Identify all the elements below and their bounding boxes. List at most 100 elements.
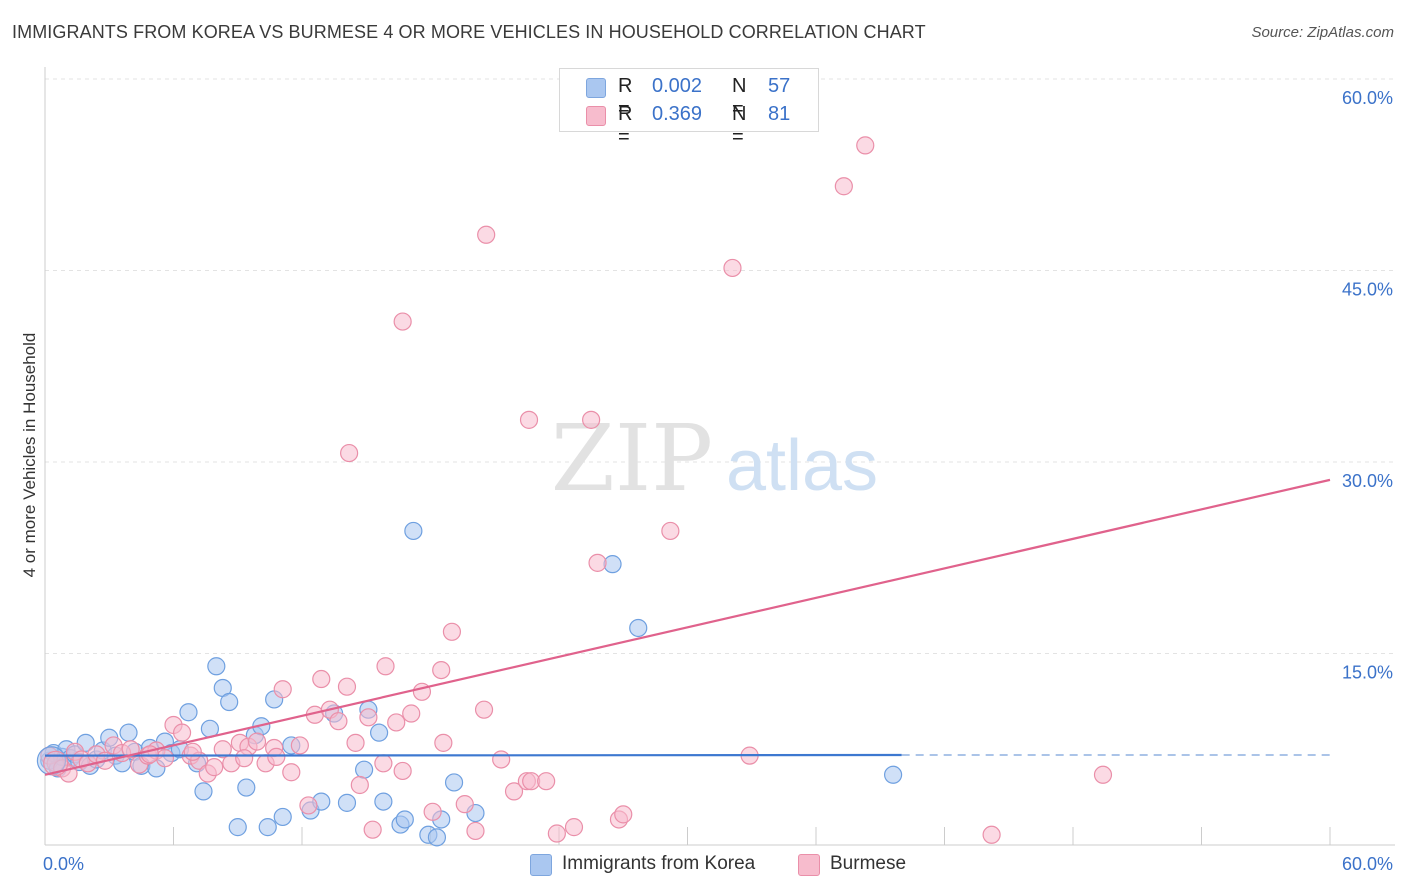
point-burmese bbox=[247, 732, 267, 751]
legend-swatch-korea bbox=[530, 854, 552, 876]
y-tick-label: 45.0% bbox=[1342, 280, 1393, 300]
tick-labels: 15.0% 30.0% 45.0% 60.0% 0.0% 60.0% bbox=[43, 88, 1393, 874]
legend-n-label: N = bbox=[732, 75, 747, 120]
watermark: ZIP atlas bbox=[551, 405, 878, 512]
chart-title: IMMIGRANTS FROM KOREA VS BURMESE 4 OR MO… bbox=[12, 22, 926, 42]
point-burmese bbox=[982, 825, 1001, 844]
point-korea bbox=[355, 760, 374, 779]
point-burmese bbox=[329, 712, 348, 731]
point-burmese bbox=[267, 747, 286, 767]
point-burmese bbox=[363, 820, 382, 839]
point-burmese bbox=[393, 761, 412, 781]
point-burmese bbox=[376, 657, 395, 676]
point-korea bbox=[228, 818, 247, 837]
point-burmese bbox=[350, 775, 369, 795]
legend-n-value: 57 bbox=[768, 75, 791, 97]
point-burmese bbox=[432, 660, 451, 680]
point-korea bbox=[207, 657, 226, 676]
point-burmese bbox=[582, 410, 601, 429]
point-korea bbox=[258, 818, 277, 837]
point-korea bbox=[194, 782, 213, 801]
y-tick-label: 30.0% bbox=[1342, 471, 1393, 491]
point-burmese bbox=[273, 680, 292, 699]
y-tick-label: 15.0% bbox=[1342, 663, 1393, 683]
point-burmese bbox=[504, 782, 524, 801]
point-korea bbox=[119, 723, 138, 742]
legend-r-value: 0.369 bbox=[652, 103, 703, 125]
y-tick-label: 60.0% bbox=[1342, 88, 1393, 108]
correlation-legend: R = 0.002 N = 57 R = 0.369 N = 81 bbox=[559, 68, 819, 148]
point-korea bbox=[404, 521, 423, 541]
point-korea bbox=[273, 807, 292, 827]
point-korea bbox=[220, 692, 239, 712]
point-burmese bbox=[235, 749, 254, 768]
point-burmese bbox=[312, 669, 331, 689]
point-burmese bbox=[474, 700, 494, 719]
point-korea bbox=[374, 792, 393, 811]
point-burmese bbox=[614, 805, 633, 824]
point-burmese bbox=[393, 312, 412, 331]
point-burmese bbox=[374, 754, 393, 773]
point-korea bbox=[603, 555, 622, 574]
point-burmese bbox=[282, 763, 301, 782]
point-burmese bbox=[213, 740, 232, 759]
point-burmese bbox=[290, 736, 309, 755]
x-tick-label: 0.0% bbox=[43, 854, 84, 874]
point-burmese bbox=[359, 708, 378, 727]
point-burmese bbox=[346, 733, 365, 752]
point-korea bbox=[370, 723, 389, 742]
point-korea bbox=[179, 703, 198, 722]
legend-swatch-burmese bbox=[586, 106, 606, 126]
legend-r-value: 0.002 bbox=[652, 75, 703, 97]
legend-swatch-korea bbox=[586, 78, 606, 98]
point-burmese bbox=[337, 677, 357, 696]
legend-swatch-burmese bbox=[798, 854, 820, 876]
point-korea bbox=[395, 810, 414, 829]
point-burmese bbox=[402, 704, 421, 723]
point-korea bbox=[629, 618, 648, 638]
legend-n-label: N = bbox=[732, 103, 747, 148]
grid bbox=[45, 78, 1395, 654]
point-burmese bbox=[492, 750, 511, 769]
point-korea bbox=[237, 778, 256, 797]
point-burmese bbox=[172, 723, 192, 742]
point-burmese bbox=[564, 818, 584, 837]
source-label: Source: ZipAtlas.com bbox=[1251, 24, 1394, 41]
point-korea bbox=[444, 773, 464, 792]
legend-r-label: R = bbox=[618, 103, 633, 148]
point-burmese bbox=[477, 225, 496, 244]
point-burmese bbox=[183, 742, 202, 761]
point-korea bbox=[883, 765, 903, 784]
point-burmese bbox=[442, 622, 462, 641]
trend-line-korea bbox=[44, 753, 902, 757]
point-burmese bbox=[205, 758, 224, 777]
point-burmese bbox=[661, 521, 680, 541]
point-burmese bbox=[466, 821, 485, 841]
point-burmese bbox=[455, 795, 474, 814]
point-burmese bbox=[834, 177, 853, 196]
point-burmese bbox=[387, 713, 406, 732]
point-burmese bbox=[155, 749, 175, 768]
point-burmese bbox=[537, 772, 556, 791]
point-burmese bbox=[434, 733, 453, 752]
watermark-zip: ZIP bbox=[551, 405, 713, 512]
point-korea bbox=[427, 828, 447, 847]
y-axis-label: 4 or more Vehicles in Household bbox=[20, 332, 39, 578]
trend-line-burmese bbox=[44, 478, 1331, 776]
point-burmese bbox=[340, 443, 359, 463]
legend-r-label: R = bbox=[618, 75, 633, 120]
point-korea bbox=[337, 793, 357, 812]
point-burmese bbox=[723, 258, 742, 278]
legend-n-value: 81 bbox=[768, 103, 791, 125]
x-tick-label: 60.0% bbox=[1342, 854, 1393, 874]
point-burmese bbox=[423, 802, 442, 821]
point-burmese bbox=[856, 136, 875, 155]
trend-lines bbox=[44, 478, 1331, 776]
legend-label-burmese: Burmese bbox=[830, 853, 907, 874]
legend-label-korea: Immigrants from Korea bbox=[562, 853, 756, 874]
point-burmese bbox=[299, 796, 318, 815]
point-burmese bbox=[43, 750, 69, 776]
point-burmese bbox=[588, 553, 607, 572]
watermark-atlas: atlas bbox=[726, 426, 878, 506]
